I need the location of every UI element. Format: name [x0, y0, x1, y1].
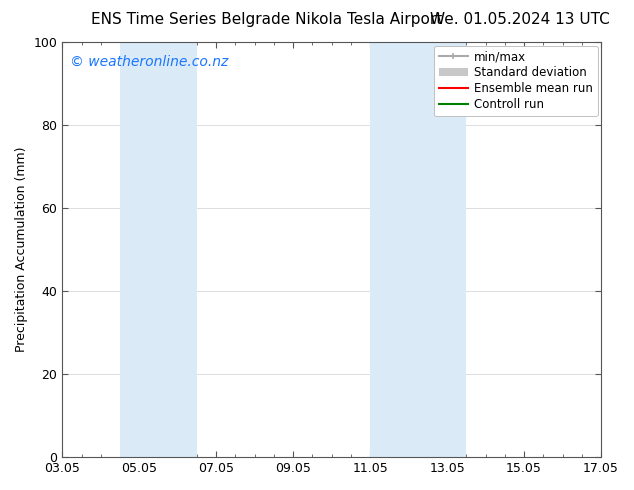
Text: ENS Time Series Belgrade Nikola Tesla Airport: ENS Time Series Belgrade Nikola Tesla Ai… — [91, 12, 442, 27]
Bar — [370, 42, 467, 457]
Text: © weatheronline.co.nz: © weatheronline.co.nz — [70, 54, 229, 69]
Bar — [120, 42, 197, 457]
Legend: min/max, Standard deviation, Ensemble mean run, Controll run: min/max, Standard deviation, Ensemble me… — [434, 46, 597, 116]
Text: We. 01.05.2024 13 UTC: We. 01.05.2024 13 UTC — [430, 12, 610, 27]
Y-axis label: Precipitation Accumulation (mm): Precipitation Accumulation (mm) — [15, 147, 28, 352]
